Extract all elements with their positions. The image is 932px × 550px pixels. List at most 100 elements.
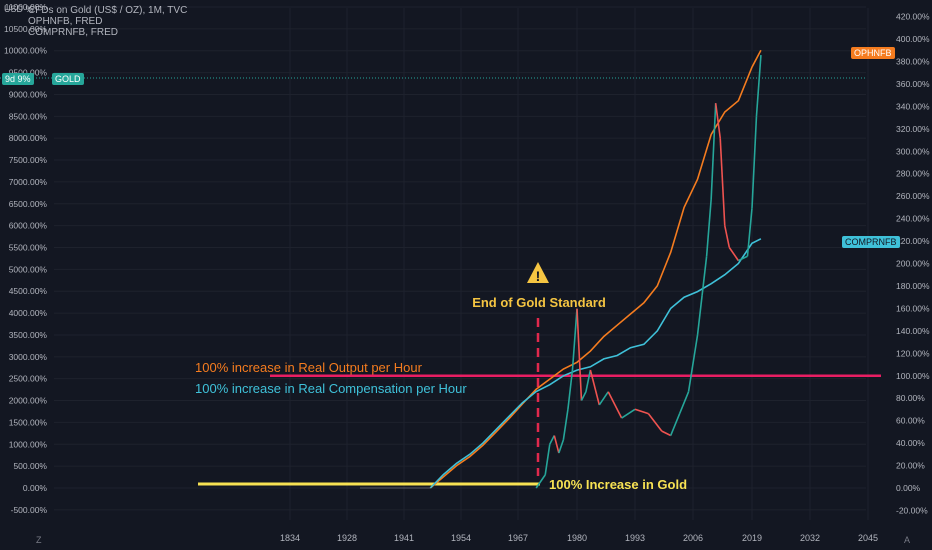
gold-candle-segment [567, 369, 574, 410]
left-axis-tick-label: 6000.00% [9, 221, 48, 231]
right-axis-tick-label: 240.00% [896, 214, 930, 224]
gold-candle-segment [589, 369, 601, 406]
right-axis-tick-label: 120.00% [896, 348, 930, 358]
left-axis-tick-label: 0.00% [23, 483, 48, 493]
x-axis-tick-label: 2019 [742, 533, 762, 543]
gold-candle-segment [669, 413, 681, 436]
right-axis-tick-label: 380.00% [896, 56, 930, 66]
left-axis-tick-label: 500.00% [13, 461, 47, 471]
right-axis-tick-label: 300.00% [896, 146, 930, 156]
gold-candle-segment [576, 308, 583, 401]
left-axis-tick-label: 7500.00% [9, 155, 48, 165]
x-axis-tick-label: 1980 [567, 533, 587, 543]
gold-candle-segment [544, 444, 551, 475]
right-axis-tick-label: 100.00% [896, 371, 930, 381]
gold-candle-segment [607, 391, 623, 419]
gold-standard-label: End of Gold Standard [472, 295, 606, 310]
gold-candle-segment [738, 255, 748, 262]
left-axis-tick-label: 5500.00% [9, 243, 48, 253]
warning-triangle-icon: ! [527, 262, 549, 284]
gold-increase-label: 100% Increase in Gold [549, 477, 687, 492]
left-axis-tick-label: 2000.00% [9, 396, 48, 406]
gold-candle-segment [723, 225, 731, 248]
right-axis-tick-label: 20.00% [896, 461, 925, 471]
left-axis-tick-label: 8000.00% [9, 133, 48, 143]
gold-candle-segment [661, 430, 672, 437]
gold-candle-segment [705, 199, 712, 257]
right-axis-tick-label: 260.00% [896, 191, 930, 201]
compensation-label: 100% increase in Real Compensation per H… [195, 381, 467, 396]
left-axis-tick-label: 3000.00% [9, 352, 48, 362]
left-axis-tick-label: 2500.00% [9, 374, 48, 384]
left-axis-tick-label: -500.00% [11, 505, 48, 515]
gold-candle-segment [678, 391, 690, 414]
right-axis-tick-label: 280.00% [896, 169, 930, 179]
gold-candle-segment [598, 391, 609, 406]
gold-candle-segment [728, 247, 740, 262]
right-axis-tick-label: 180.00% [896, 281, 930, 291]
legend-symbol[interactable]: CFDs on Gold (US$ / OZ), 1M, TVC [28, 5, 188, 16]
x-axis-tick-label: 1834 [280, 533, 300, 543]
right-axis-tick-label: 220.00% [896, 236, 930, 246]
right-axis-tick-label: 320.00% [896, 124, 930, 134]
x-axis-tick-label: 2006 [683, 533, 703, 543]
left-axis-tick-label: 7000.00% [9, 177, 48, 187]
series-line-comprnfb [429, 238, 762, 489]
x-axis-tick-label: 1941 [394, 533, 414, 543]
gold-candle-segment [634, 408, 649, 415]
x-axis-tick-label: 2032 [800, 533, 820, 543]
gold-candle-segment [719, 138, 726, 226]
comprnfb-tag: COMPRNFB [842, 236, 900, 248]
left-axis-tick-label: 8500.00% [9, 111, 48, 121]
gold-candle-segment [585, 369, 592, 392]
x-axis-tick-label: 1954 [451, 533, 471, 543]
output-label: 100% increase in Real Output per Hour [195, 360, 423, 375]
right-axis-tick-label: 340.00% [896, 101, 930, 111]
left-axis-tick-label: 11000.00% [5, 2, 48, 12]
legend-overlay-comprnfb[interactable]: COMPRNFB, FRED [28, 27, 118, 38]
gold-candle-segment [553, 435, 560, 454]
left-axis-tick-label: 6500.00% [9, 199, 48, 209]
gold-candle-segment [710, 103, 717, 200]
left-axis-tick-label: 9000.00% [9, 89, 48, 99]
x-axis-tick-label: 1993 [625, 533, 645, 543]
gold-candle-segment [571, 308, 578, 370]
gold-candle-segment [562, 409, 569, 441]
left-axis-tick-label: 10000.00% [4, 46, 47, 56]
gold-candle-segment [696, 295, 703, 336]
svg-text:!: ! [536, 268, 541, 284]
right-axis-tick-label: 400.00% [896, 34, 930, 44]
right-axis-tick-label: 360.00% [896, 79, 930, 89]
gold-price-tag: 9d 9% [2, 73, 34, 85]
right-axis-tick-label: 0.00% [896, 483, 921, 493]
x-axis-tick-label: 2045 [858, 533, 878, 543]
series-line-ophnfb [429, 49, 762, 489]
right-axis-tick-label: 80.00% [896, 393, 925, 403]
right-axis-tick-label: -20.00% [896, 505, 928, 515]
x-axis-tick-label: 1928 [337, 533, 357, 543]
chart-legend: CFDs on Gold (US$ / OZ), 1M, TVC OPHNFB,… [28, 5, 187, 38]
right-axis-tick-label: 200.00% [896, 259, 930, 269]
currency-label: USD % [4, 4, 34, 14]
gold-candle-segment [621, 408, 636, 419]
auto-scale-icon[interactable]: A [904, 535, 911, 545]
gold-candle-segment [647, 413, 663, 432]
left-axis-tick-label: 1500.00% [9, 417, 48, 427]
left-axis-tick-label: 4000.00% [9, 308, 48, 318]
legend-overlay-ophnfb[interactable]: OPHNFB, FRED [28, 16, 103, 27]
gold-candle-segment [714, 103, 722, 139]
x-axis-tick-label: 1967 [508, 533, 528, 543]
right-axis-tick-label: 160.00% [896, 303, 930, 313]
left-axis-tick-label: 9500.00% [9, 68, 48, 78]
right-axis-tick-label: 40.00% [896, 438, 925, 448]
zoom-icon[interactable]: Z [36, 535, 42, 545]
gold-candle-segment [701, 256, 708, 296]
gold-candle-segment [580, 391, 587, 401]
gold-candle-segment [755, 55, 762, 117]
gold-candle-segment [751, 116, 758, 209]
right-axis-tick-label: 140.00% [896, 326, 930, 336]
gold-symbol-tag: GOLD [52, 73, 84, 85]
gold-candle-segment [535, 474, 546, 489]
